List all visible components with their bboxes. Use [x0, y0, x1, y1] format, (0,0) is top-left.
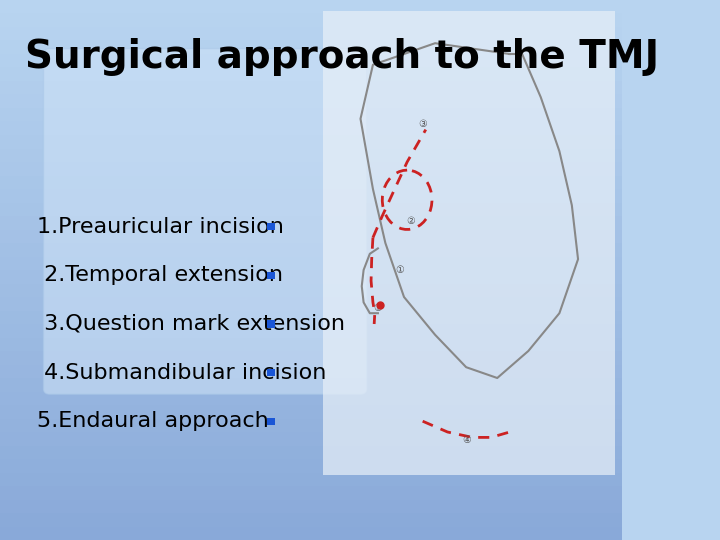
- Bar: [0, 472, 621, 486]
- Bar: [0, 284, 621, 297]
- Bar: [0, 297, 621, 310]
- Bar: [0, 108, 621, 122]
- Bar: [0, 500, 621, 513]
- Text: 5.Endaural approach: 5.Endaural approach: [37, 411, 269, 431]
- Text: ④: ④: [462, 435, 471, 445]
- Bar: [0, 81, 621, 94]
- Bar: [0, 94, 621, 108]
- Bar: [0, 432, 621, 445]
- Bar: [0, 459, 621, 472]
- Text: 2.Temporal extension: 2.Temporal extension: [37, 265, 283, 286]
- Bar: [0, 392, 621, 405]
- Bar: [267, 418, 275, 424]
- Bar: [0, 216, 621, 229]
- Bar: [0, 513, 621, 526]
- Bar: [0, 54, 621, 68]
- Bar: [0, 270, 621, 284]
- Bar: [0, 446, 621, 459]
- Bar: [0, 0, 621, 14]
- Bar: [267, 272, 275, 279]
- Bar: [0, 135, 621, 148]
- FancyBboxPatch shape: [43, 49, 366, 394]
- Bar: [0, 338, 621, 351]
- Bar: [0, 351, 621, 364]
- Text: 3.Question mark extension: 3.Question mark extension: [37, 314, 346, 334]
- Text: ②: ②: [406, 217, 415, 226]
- Bar: [0, 364, 621, 378]
- Bar: [0, 378, 621, 392]
- Bar: [0, 40, 621, 54]
- Bar: [0, 176, 621, 189]
- Bar: [0, 202, 621, 216]
- Bar: [0, 418, 621, 432]
- Bar: [0, 162, 621, 176]
- Bar: [0, 27, 621, 40]
- Bar: [267, 321, 275, 327]
- Text: Surgical approach to the TMJ: Surgical approach to the TMJ: [25, 38, 659, 76]
- Bar: [0, 243, 621, 256]
- Bar: [0, 148, 621, 162]
- Bar: [0, 122, 621, 135]
- Bar: [0, 14, 621, 27]
- Bar: [0, 189, 621, 202]
- Bar: [267, 224, 275, 230]
- Bar: [0, 68, 621, 81]
- Bar: [0, 256, 621, 270]
- Text: ⑤: ⑤: [374, 303, 382, 313]
- Bar: [0, 486, 621, 500]
- Bar: [0, 230, 621, 243]
- Text: ①: ①: [395, 265, 404, 275]
- Text: ③: ③: [418, 119, 427, 129]
- Bar: [323, 11, 616, 475]
- Text: 4.Submandibular incision: 4.Submandibular incision: [37, 362, 327, 383]
- Bar: [267, 369, 275, 376]
- Bar: [0, 310, 621, 324]
- Bar: [0, 324, 621, 338]
- Bar: [0, 526, 621, 540]
- Bar: [0, 405, 621, 418]
- Text: 1.Preauricular incision: 1.Preauricular incision: [37, 217, 284, 237]
